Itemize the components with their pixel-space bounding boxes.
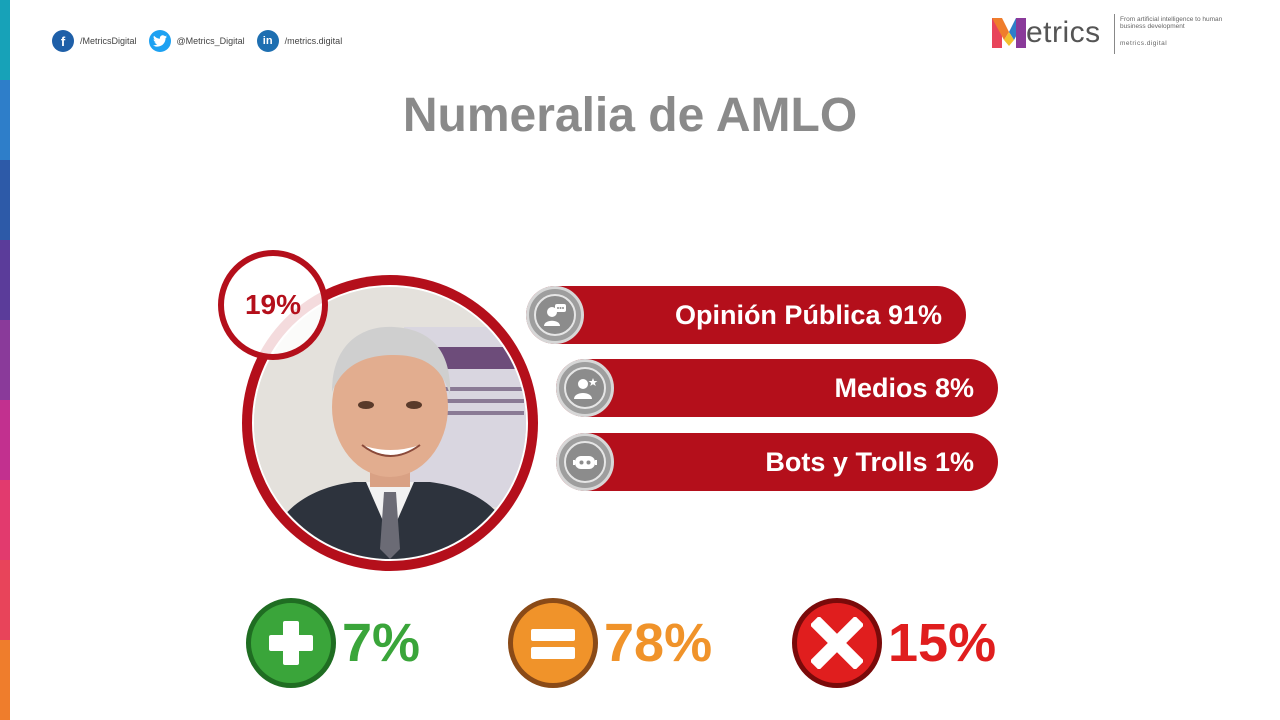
facebook-icon: f: [52, 30, 74, 52]
stat-neutral-value: 78%: [604, 613, 713, 673]
social-links: f /MetricsDigital @Metrics_Digital in /m…: [52, 30, 354, 52]
left-color-strip: [0, 0, 10, 720]
bar-label: Opinión Pública 91%: [674, 299, 942, 330]
twitter-handle: @Metrics_Digital: [176, 36, 245, 46]
logo-url: metrics.digital: [1120, 40, 1168, 47]
stat-positive: 7%: [246, 598, 420, 688]
metrics-logo-mark: [992, 18, 1026, 48]
strip-segment: [0, 160, 10, 240]
bar-bots-trolls: Bots y Trolls 1%: [556, 433, 998, 491]
facebook-handle: /MetricsDigital: [80, 36, 137, 46]
stat-positive-value: 7%: [342, 613, 421, 673]
strip-segment: [0, 480, 10, 560]
bar-label: Medios 8%: [834, 372, 974, 403]
linkedin-icon: in: [256, 30, 279, 52]
stat-negative: 15%: [792, 598, 996, 688]
logo-divider: [1114, 14, 1115, 54]
bar-opinion-publica: Opinión Pública 91%: [526, 286, 966, 344]
logo-word: etrics: [1026, 16, 1101, 49]
page-title: Numeralia de AMLO: [402, 89, 858, 142]
twitter-icon: [148, 30, 171, 52]
stat-negative-value: 15%: [888, 613, 997, 673]
strip-segment: [0, 0, 10, 80]
bot-icon: [556, 433, 614, 491]
portrait-illustration: [254, 287, 526, 559]
linkedin-handle: /metrics.digital: [284, 36, 343, 46]
social-link-twitter[interactable]: @Metrics_Digital: [148, 30, 245, 52]
x-icon: [792, 598, 882, 688]
media-user-star-icon: [556, 359, 614, 417]
strip-segment: [0, 640, 10, 720]
social-link-facebook[interactable]: f /MetricsDigital: [52, 30, 137, 52]
bar-medios: Medios 8%: [556, 359, 998, 417]
opinion-chat-icon: [526, 286, 584, 344]
profile-photo-frame: [242, 275, 538, 571]
metrics-logo: etrics From artificial intelligence to h…: [990, 10, 1250, 56]
bar-label: Bots y Trolls 1%: [765, 446, 974, 477]
strip-segment: [0, 320, 10, 400]
strip-segment: [0, 560, 10, 640]
profile-photo: [252, 285, 528, 561]
strip-segment: [0, 80, 10, 160]
plus-icon: [246, 598, 336, 688]
strip-segment: [0, 240, 10, 320]
equals-icon: [508, 598, 598, 688]
social-link-linkedin[interactable]: in /metrics.digital: [256, 30, 343, 52]
logo-tagline: From artificial intelligence to human bu…: [1120, 16, 1223, 30]
strip-segment: [0, 400, 10, 480]
stat-neutral: 78%: [508, 598, 712, 688]
percentage-badge: 19%: [218, 250, 328, 360]
